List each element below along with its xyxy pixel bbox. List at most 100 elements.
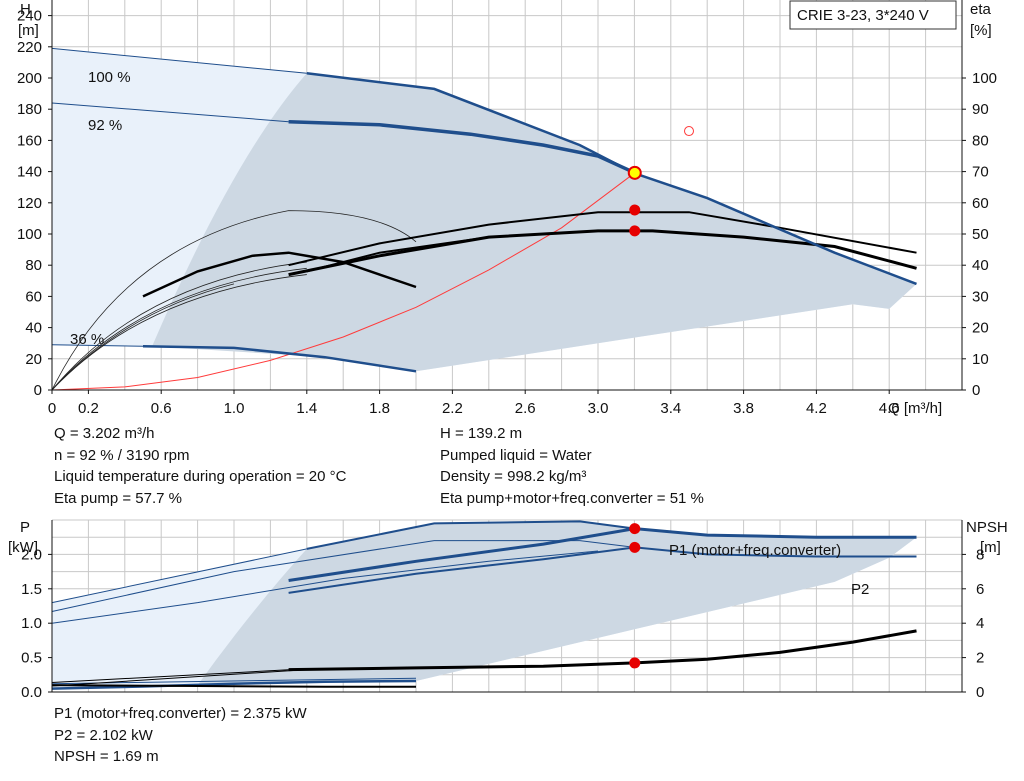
power-thin-left	[51, 548, 307, 604]
p1-marker	[629, 523, 641, 535]
chart-title-box: CRIE 3-23, 3*240 V	[789, 0, 957, 30]
eta-thin-100	[51, 210, 417, 391]
x-axis-title: Q [m³/h]	[888, 400, 942, 417]
y-tick-label: 220	[17, 39, 42, 56]
p2-marker	[629, 541, 641, 553]
duty-point-marker	[627, 165, 642, 180]
p-axis-title: P	[20, 519, 30, 536]
readout-left: Q = 3.202 m³/h n = 92 % / 3190 rpm Liqui…	[54, 423, 346, 509]
x-tick-label: 4.6	[879, 400, 900, 417]
curve-h36-thin	[51, 344, 144, 347]
eta-marker-1	[629, 225, 641, 237]
eta-tick-label: 100	[972, 70, 997, 87]
npsh-tick-label: 6	[976, 581, 984, 598]
speed-label-100: 100 %	[88, 69, 131, 86]
x-tick-label: 2.2	[442, 400, 463, 417]
head-curve-36	[142, 345, 417, 373]
eta-curve-pump-100	[288, 211, 917, 267]
x-tick-label: 4.2	[806, 400, 827, 417]
eta-tick-label: 0	[972, 382, 980, 399]
npsh-thin-a	[51, 668, 307, 683]
readout-npsh: NPSH = 1.69 m	[54, 748, 159, 765]
curve-h100-thin	[51, 47, 307, 74]
eta-tick-label: 20	[972, 320, 989, 337]
npsh-tick-label: 4	[976, 615, 984, 632]
readout-right: H = 139.2 m Pumped liquid = Water Densit…	[440, 423, 704, 509]
npsh-curve	[288, 629, 917, 672]
x-tick-label: 3.8	[733, 400, 754, 417]
readout-speed: n = 92 % / 3190 rpm	[54, 446, 190, 464]
y-tick-label: 240	[17, 8, 42, 25]
y-tick-label: 60	[25, 288, 42, 305]
power-thin-36	[51, 677, 417, 685]
p-tick-label: 1.5	[21, 581, 42, 598]
npsh-tick-label: 2	[976, 650, 984, 667]
hollow-marker	[684, 126, 694, 137]
y-tick-label: 200	[17, 70, 42, 87]
power-curve-36	[51, 679, 417, 690]
power-region-dark	[197, 521, 917, 686]
readout-p2: P2 = 2.102 kW	[54, 726, 153, 744]
readout-power: P1 (motor+freq.converter) = 2.375 kW P2 …	[54, 703, 307, 768]
eta-tick-label: 90	[972, 101, 989, 118]
curve-h92-thin	[51, 102, 289, 123]
x-tick-label: 1.4	[296, 400, 317, 417]
p-tick-label: 2.0	[21, 546, 42, 563]
x-tick-label: 1.0	[224, 400, 245, 417]
p-tick-label: 0.0	[21, 684, 42, 701]
series-label-p1: P1 (motor+freq.converter)	[669, 542, 841, 559]
y-tick-label: 80	[25, 257, 42, 274]
power-thin-P-thin-2	[51, 550, 599, 624]
readout-head: H = 139.2 m	[440, 425, 523, 442]
power-chart: P1 (motor+freq.converter)P20.00.51.01.52…	[8, 519, 1008, 701]
y-tick-label: 120	[17, 195, 42, 212]
eta-tick-label: 60	[972, 195, 989, 212]
head-curve-100	[306, 72, 917, 286]
operating-region-dark	[152, 73, 917, 372]
eta-axis-unit: [%]	[970, 22, 992, 39]
eta-marker-0	[629, 204, 641, 216]
readout-flow: Q = 3.202 m³/h	[54, 425, 155, 442]
eta-tick-label: 40	[972, 257, 989, 274]
p-tick-label: 1.0	[21, 615, 42, 632]
npsh-curve-36	[51, 684, 416, 688]
npsh-tick-label: 0	[976, 684, 984, 701]
readout-density: Density = 998.2 kg/m³	[440, 468, 587, 485]
y-axis-title: H	[20, 1, 31, 18]
npsh-axis-unit: [m]	[980, 539, 1001, 556]
npsh-thin-b	[51, 669, 307, 687]
title-frame	[789, 0, 957, 30]
eta-thin-b	[51, 267, 307, 391]
npsh-axis-title: NPSH	[966, 519, 1008, 536]
y-axis-unit: [m]	[18, 22, 39, 39]
readout-liquid: Pumped liquid = Water	[440, 446, 592, 464]
y-tick-label: 140	[17, 164, 42, 181]
system-curve	[51, 172, 636, 391]
y-tick-label: 160	[17, 132, 42, 149]
head-chart: 100 %92 %36 %020406080100120140160180200…	[17, 0, 997, 417]
readout-eta-total: Eta pump+motor+freq.converter = 51 %	[440, 489, 704, 507]
npsh-tick-label: 8	[976, 546, 984, 563]
eta-thin-a	[51, 261, 307, 391]
x-tick-label: 1.8	[369, 400, 390, 417]
readout-eta-pump: Eta pump = 57.7 %	[54, 489, 182, 507]
x-tick-label: 0.2	[78, 400, 99, 417]
y-tick-label: 0	[34, 382, 42, 399]
eta-tick-label: 80	[972, 132, 989, 149]
y-tick-label: 20	[25, 351, 42, 368]
x-tick-label: 2.6	[515, 400, 536, 417]
p-tick-label: 0.5	[21, 650, 42, 667]
eta-thin-d	[51, 283, 235, 391]
npsh-marker	[629, 657, 641, 669]
speed-label-36: 36 %	[70, 331, 104, 348]
x-tick-label: 0.6	[151, 400, 172, 417]
eta-tick-label: 10	[972, 351, 989, 368]
y-tick-label: 100	[17, 226, 42, 243]
y-tick-label: 180	[17, 101, 42, 118]
eta-axis-title: eta	[970, 1, 992, 18]
power-thin-P-thin-1	[51, 540, 635, 612]
eta-tick-label: 50	[972, 226, 989, 243]
eta-tick-label: 30	[972, 288, 989, 305]
series-label-p2: P2	[851, 581, 869, 598]
